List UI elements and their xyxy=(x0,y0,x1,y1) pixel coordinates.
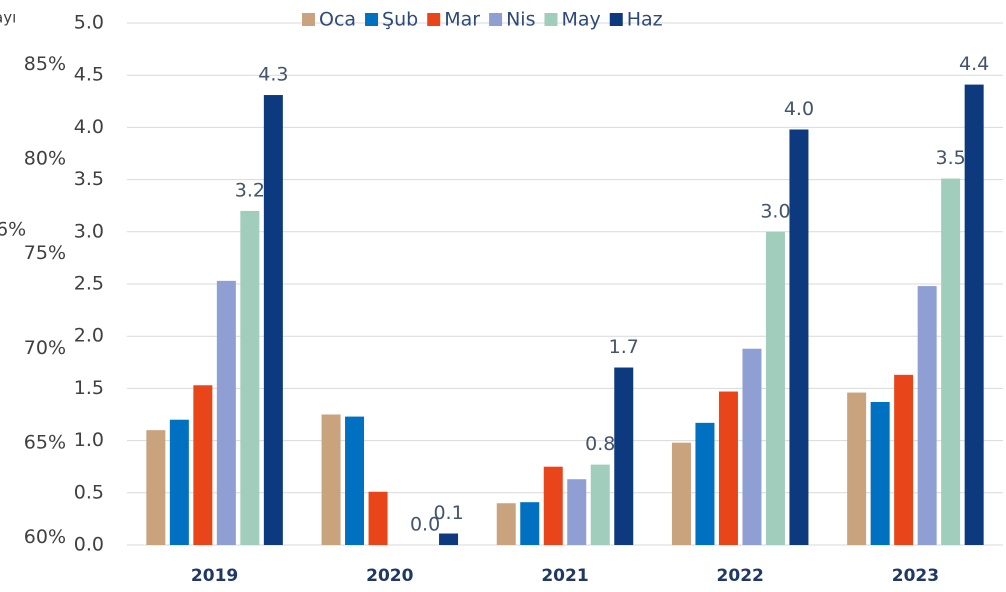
legend-label: Haz xyxy=(627,9,663,31)
legend-swatch xyxy=(427,13,441,26)
bar xyxy=(345,416,365,545)
legend-label: May xyxy=(561,9,600,31)
bar xyxy=(894,374,914,545)
y-tick-label: 3.0 xyxy=(74,220,104,242)
legend-swatch xyxy=(544,13,558,26)
y-tick-label: 2.5 xyxy=(74,273,104,295)
y2-tick-label: 65% xyxy=(24,431,66,453)
x-tick-label: 2021 xyxy=(541,566,588,586)
bar xyxy=(216,280,236,545)
value-label: 4.3 xyxy=(258,64,288,86)
legend-label: Mar xyxy=(444,9,480,31)
y2-tick-label: 60% xyxy=(24,526,66,548)
legend-swatch xyxy=(609,13,623,26)
y-tick-label: 4.0 xyxy=(74,116,104,138)
value-label: 3.2 xyxy=(235,179,265,201)
bar xyxy=(543,466,563,545)
bar xyxy=(263,95,283,545)
bar xyxy=(146,430,166,545)
value-label: 1.7 xyxy=(609,336,639,358)
value-label: 0.1 xyxy=(433,502,463,524)
legend-label: Şub xyxy=(382,9,418,31)
bar xyxy=(193,385,213,545)
y2-tick-label: 75% xyxy=(24,242,66,264)
value-label: 4.0 xyxy=(784,98,814,120)
value-label: 3.5 xyxy=(936,147,966,169)
y2-tick-label: 85% xyxy=(24,53,66,75)
bar xyxy=(695,422,715,545)
bar xyxy=(321,414,341,545)
y-tick-label: 1.5 xyxy=(74,377,104,399)
y-tick-label: 2.0 xyxy=(74,325,104,347)
bar xyxy=(169,419,189,545)
x-tick-label: 2022 xyxy=(717,566,764,586)
legend-label: Nis xyxy=(506,9,535,31)
bar xyxy=(742,348,762,545)
value-label: 4.4 xyxy=(959,53,989,75)
annotation: 6% xyxy=(0,219,26,241)
bar xyxy=(439,533,459,545)
bar xyxy=(718,391,738,545)
legend-swatch xyxy=(365,13,379,26)
bar xyxy=(964,84,984,545)
bar xyxy=(567,479,587,545)
y2-tick-label: 80% xyxy=(24,148,66,170)
legend-label: Oca xyxy=(319,9,356,31)
legend-swatch xyxy=(489,13,503,26)
bar xyxy=(496,503,516,545)
bar xyxy=(671,442,691,545)
bar xyxy=(240,210,260,546)
bar xyxy=(789,129,809,545)
legend-swatch xyxy=(302,13,315,26)
x-tick-label: 2023 xyxy=(892,566,939,586)
annotation: ayı xyxy=(0,9,16,27)
x-tick-label: 2019 xyxy=(191,566,238,586)
bar xyxy=(941,178,961,545)
value-label: 3.0 xyxy=(760,200,790,222)
bar xyxy=(590,464,610,545)
x-tick-label: 2020 xyxy=(366,566,413,586)
y-tick-label: 0.0 xyxy=(74,534,104,556)
y-tick-label: 0.5 xyxy=(74,481,104,503)
y-tick-label: 5.0 xyxy=(74,12,104,34)
bar xyxy=(847,392,867,545)
bar xyxy=(614,367,634,545)
y-tick-label: 3.5 xyxy=(74,168,104,190)
bar xyxy=(520,502,540,545)
bar xyxy=(870,401,890,545)
y2-tick-label: 70% xyxy=(24,337,66,359)
value-label: 0.8 xyxy=(585,433,615,455)
bar xyxy=(368,491,388,545)
value-label: 0.0 xyxy=(410,514,440,536)
bar xyxy=(765,231,785,546)
y-tick-label: 1.0 xyxy=(74,429,104,451)
bar xyxy=(917,286,937,545)
y-tick-label: 4.5 xyxy=(74,64,104,86)
